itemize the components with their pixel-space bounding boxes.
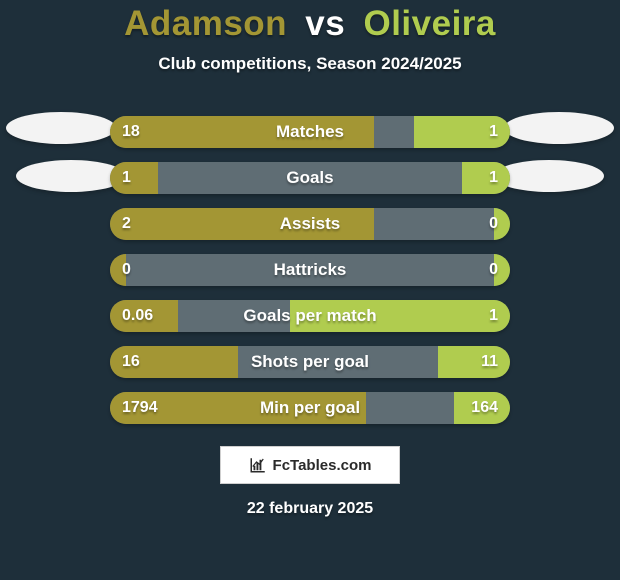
stat-row: 1611Shots per goal [110, 346, 510, 378]
stats-area: 181Matches 11Goals 20Assists 00Hattricks 0.0… [0, 116, 620, 424]
footer-date: 22 february 2025 [247, 500, 373, 518]
stat-label: Hattricks [110, 254, 510, 286]
stat-label: Min per goal [110, 392, 510, 424]
chart-icon [249, 456, 267, 474]
subtitle: Club competitions, Season 2024/2025 [158, 54, 461, 74]
stat-row: 181Matches [110, 116, 510, 148]
stat-row: 20Assists [110, 208, 510, 240]
brand-logo[interactable]: FcTables.com [220, 446, 400, 484]
stat-row: 0.061Goals per match [110, 300, 510, 332]
stat-label: Matches [110, 116, 510, 148]
page-title: Adamson vs Oliveira [124, 4, 496, 44]
content-root: Adamson vs Oliveira Club competitions, S… [0, 0, 620, 580]
player2-badge-icon [504, 112, 614, 144]
stat-row: 11Goals [110, 162, 510, 194]
player1-name: Adamson [124, 4, 287, 43]
stat-row: 1794164Min per goal [110, 392, 510, 424]
stat-label: Shots per goal [110, 346, 510, 378]
stat-row: 00Hattricks [110, 254, 510, 286]
stat-label: Assists [110, 208, 510, 240]
stat-label: Goals [110, 162, 510, 194]
vs-separator: vs [297, 4, 353, 43]
stat-label: Goals per match [110, 300, 510, 332]
brand-text: FcTables.com [273, 457, 372, 474]
player2-name: Oliveira [363, 4, 495, 43]
player1-badge-icon [6, 112, 116, 144]
player2-flag-icon [494, 160, 604, 192]
